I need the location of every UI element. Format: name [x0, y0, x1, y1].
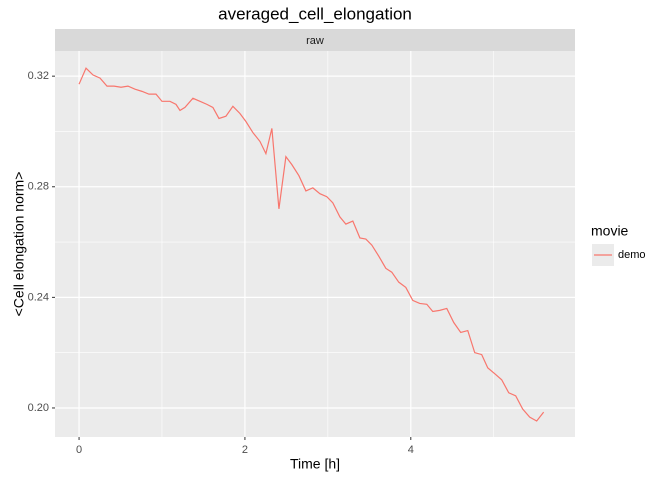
facet-strip [55, 29, 575, 51]
chart-title: averaged_cell_elongation [218, 4, 412, 23]
y-tick-label: 0.28 [28, 181, 49, 193]
facet-label: raw [306, 35, 324, 47]
y-tick-label: 0.20 [28, 402, 49, 414]
y-tick-label: 0.32 [28, 70, 49, 82]
y-axis-title: <Cell elongation norm> [11, 172, 27, 317]
panel [55, 51, 575, 437]
marks [78, 67, 545, 422]
grid [55, 51, 575, 437]
legend-title: movie [591, 223, 629, 239]
legend: demo [592, 244, 646, 266]
x-tick-label: 0 [76, 444, 82, 456]
x-axis-title: Time [h] [290, 456, 340, 472]
x-tick-label: 2 [242, 444, 248, 456]
series-line [78, 67, 545, 422]
x-tick-label: 4 [408, 444, 414, 456]
y-tick-label: 0.24 [28, 291, 49, 303]
legend-label: demo [618, 249, 646, 261]
